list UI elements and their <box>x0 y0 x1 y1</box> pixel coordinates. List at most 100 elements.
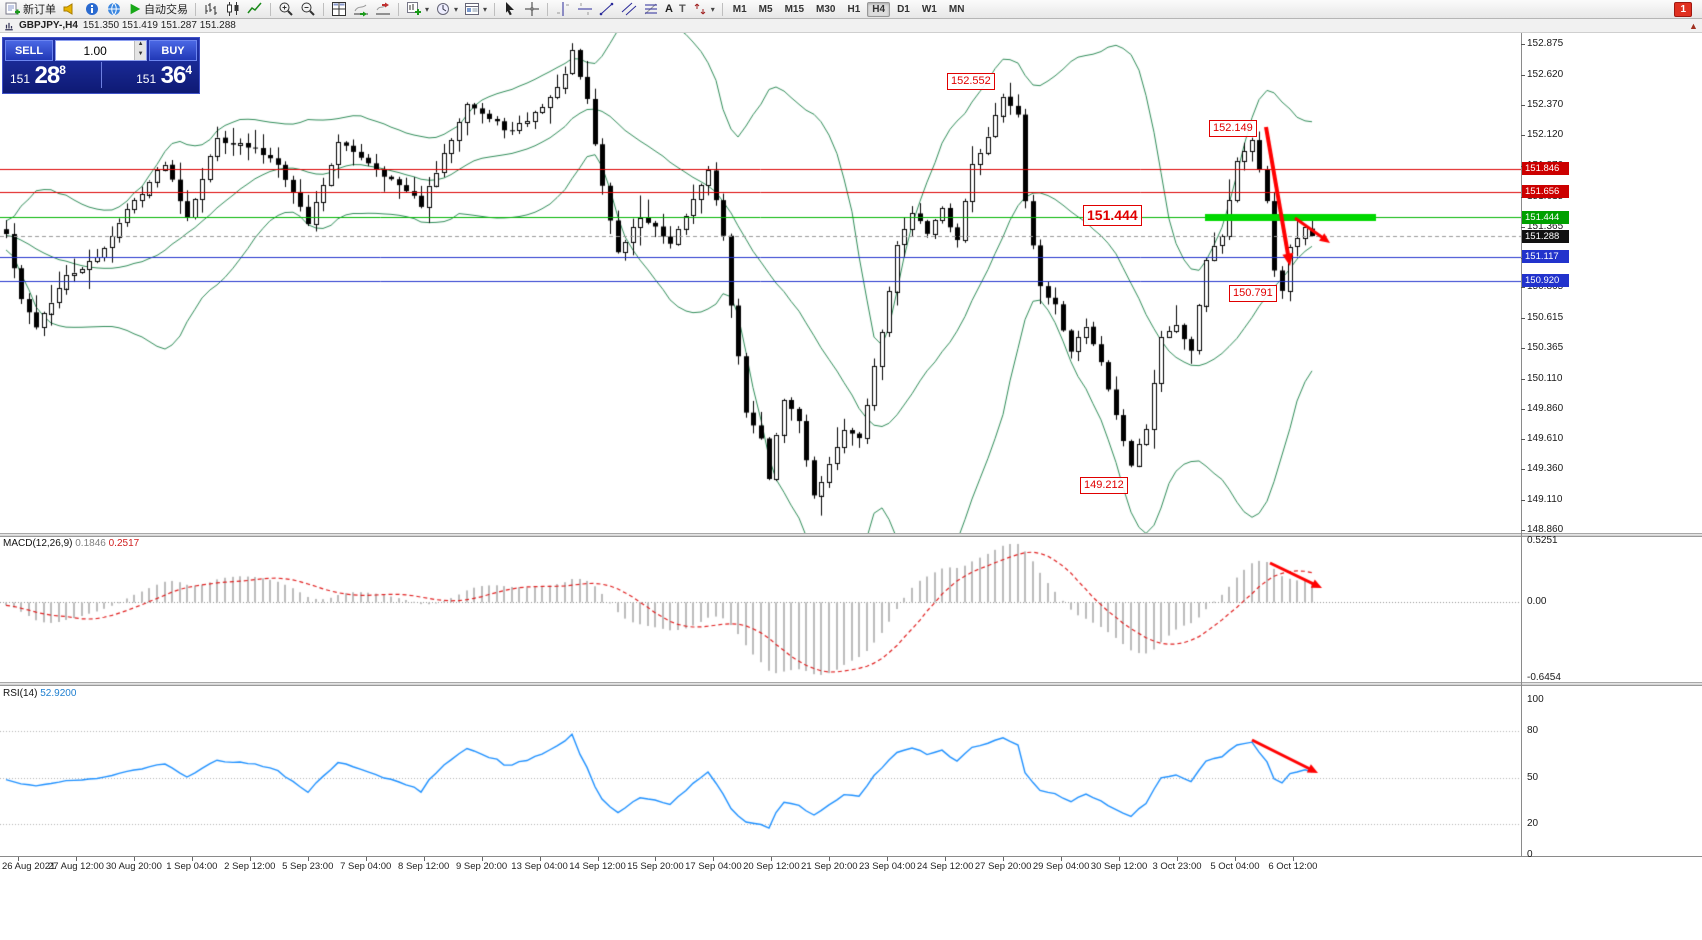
time-tick-mark <box>887 857 889 861</box>
new-order-label: 新订单 <box>23 4 56 16</box>
price-tick-label: 149.610 <box>1527 433 1564 445</box>
alerts-button[interactable] <box>81 0 103 19</box>
tile-windows-button[interactable] <box>328 0 350 19</box>
volume-input[interactable] <box>56 41 135 60</box>
timeframe-m15[interactable]: M15 <box>784 3 805 15</box>
volume-down-button[interactable]: ▼ <box>137 50 144 57</box>
fibonacci-button[interactable] <box>640 0 662 19</box>
arrows-tool-button[interactable]: ▾ <box>689 0 718 19</box>
indicators-button[interactable]: ▾ <box>403 0 432 19</box>
news-button[interactable] <box>59 0 81 19</box>
autotrading-play-icon <box>130 3 141 15</box>
buy-price-pip: 4 <box>185 63 192 77</box>
chart-shift-button[interactable] <box>372 0 394 19</box>
timeframe-h1[interactable]: H1 <box>847 3 861 15</box>
time-axis-label: 3 Oct 23:00 <box>1152 861 1202 872</box>
horizontal-line-button[interactable] <box>574 0 596 19</box>
time-tick-mark <box>771 857 773 861</box>
line-chart-icon <box>247 2 262 14</box>
price-tick-label: 149.110 <box>1527 493 1563 505</box>
news-icon <box>63 3 73 15</box>
buy-button[interactable]: BUY <box>149 40 197 61</box>
timeframe-m30[interactable]: M30 <box>816 3 836 15</box>
bar-chart-icon <box>205 3 217 15</box>
time-axis-label: 9 Sep 20:00 <box>455 861 508 872</box>
main-toolbar: 新订单 自动交易 <box>0 0 1702 19</box>
rsi-title: RSI(14) 52.9200 <box>3 688 76 699</box>
timeframe-h4[interactable]: H4 <box>867 1 891 17</box>
crosshair-button[interactable] <box>521 0 543 19</box>
price-chart-canvas[interactable] <box>0 33 1521 533</box>
bar-chart-button[interactable] <box>200 0 222 19</box>
price-line-label: 150.920 <box>1522 274 1569 288</box>
time-axis-label: 17 Sep 04:00 <box>685 861 742 872</box>
chart-window-icon <box>5 22 13 30</box>
auto-scroll-icon <box>354 4 368 17</box>
time-tick-mark <box>1061 857 1063 861</box>
trendline-button[interactable] <box>596 0 618 19</box>
timeframe-w1[interactable]: W1 <box>921 3 937 15</box>
price-line-label: 151.444 <box>1522 210 1569 224</box>
time-tick-mark <box>1119 857 1121 861</box>
arrows-tool-icon <box>694 3 706 15</box>
channel-button[interactable] <box>618 0 640 19</box>
dropdown-caret-icon: ▾ <box>483 4 488 14</box>
timeframe-d1[interactable]: D1 <box>897 3 910 15</box>
candlestick-chart-button[interactable] <box>222 0 244 19</box>
zoom-out-button[interactable] <box>297 0 319 19</box>
volume-up-button[interactable]: ▲ <box>137 41 144 47</box>
auto-scroll-button[interactable] <box>350 0 372 19</box>
macd-title: MACD(12,26,9) 0.1846 0.2517 <box>3 538 139 549</box>
price-tick-label: 150.615 <box>1527 311 1564 323</box>
cursor-button[interactable] <box>499 0 521 19</box>
price-line-label: 151.656 <box>1522 185 1569 199</box>
macd-panel-canvas[interactable] <box>0 537 1521 682</box>
time-axis-border <box>0 856 1702 857</box>
time-axis-label: 14 Sep 12:00 <box>569 861 626 872</box>
buy-price-main: 36 <box>160 62 187 89</box>
time-axis-label: 27 Sep 20:00 <box>974 861 1032 872</box>
notification-badge[interactable]: 1 <box>1674 1 1692 17</box>
price-tick-label: 152.120 <box>1527 129 1564 141</box>
volume-field: ▲ ▼ <box>55 40 147 61</box>
sell-button[interactable]: SELL <box>5 40 53 61</box>
time-axis-label: 27 Aug 12:00 <box>47 861 104 872</box>
time-tick-mark <box>713 857 715 861</box>
scroll-up-icon[interactable]: ▲ <box>1689 21 1698 31</box>
time-axis-label: 1 Sep 04:00 <box>166 861 218 872</box>
time-axis-label: 5 Sep 23:00 <box>282 861 334 872</box>
rsi-splitter[interactable] <box>0 682 1702 686</box>
periods-icon <box>437 3 450 15</box>
rsi-panel-canvas[interactable] <box>0 686 1521 856</box>
time-axis-label: 30 Aug 20:00 <box>105 861 162 872</box>
timeframe-mn[interactable]: MN <box>948 3 965 15</box>
horizontal-line-icon <box>578 3 593 15</box>
time-tick-mark <box>1003 857 1005 861</box>
vertical-line-button[interactable] <box>552 0 574 19</box>
new-order-button[interactable]: 新订单 <box>2 0 59 19</box>
one-click-trading-panel: SELL ▲ ▼ BUY 151 288 151 364 <box>2 37 200 94</box>
autotrading-button[interactable]: 自动交易 <box>125 0 191 19</box>
zoom-in-button[interactable] <box>275 0 297 19</box>
timeframe-m1[interactable]: M1 <box>732 3 747 15</box>
trendline-icon <box>599 2 614 16</box>
price-tick-label: 150.865 <box>1527 281 1564 293</box>
label-tool-button[interactable]: T <box>676 0 689 19</box>
text-tool-button[interactable]: A <box>662 0 676 19</box>
toolbar-separator <box>270 2 271 16</box>
templates-button[interactable]: ▾ <box>461 0 490 19</box>
community-icon <box>108 2 120 16</box>
time-tick-mark <box>1234 857 1236 861</box>
timeframe-m5[interactable]: M5 <box>758 3 773 15</box>
time-axis-label: 20 Sep 12:00 <box>743 861 800 872</box>
rsi-axis-label: 100 <box>1527 694 1544 705</box>
macd-splitter[interactable] <box>0 533 1702 537</box>
time-tick-mark <box>191 857 193 861</box>
periods-button[interactable]: ▾ <box>432 0 461 19</box>
time-tick-mark <box>597 857 599 861</box>
toolbar-separator <box>547 2 549 16</box>
line-chart-button[interactable] <box>244 0 266 19</box>
new-order-icon <box>5 2 20 15</box>
community-button[interactable] <box>103 0 125 19</box>
